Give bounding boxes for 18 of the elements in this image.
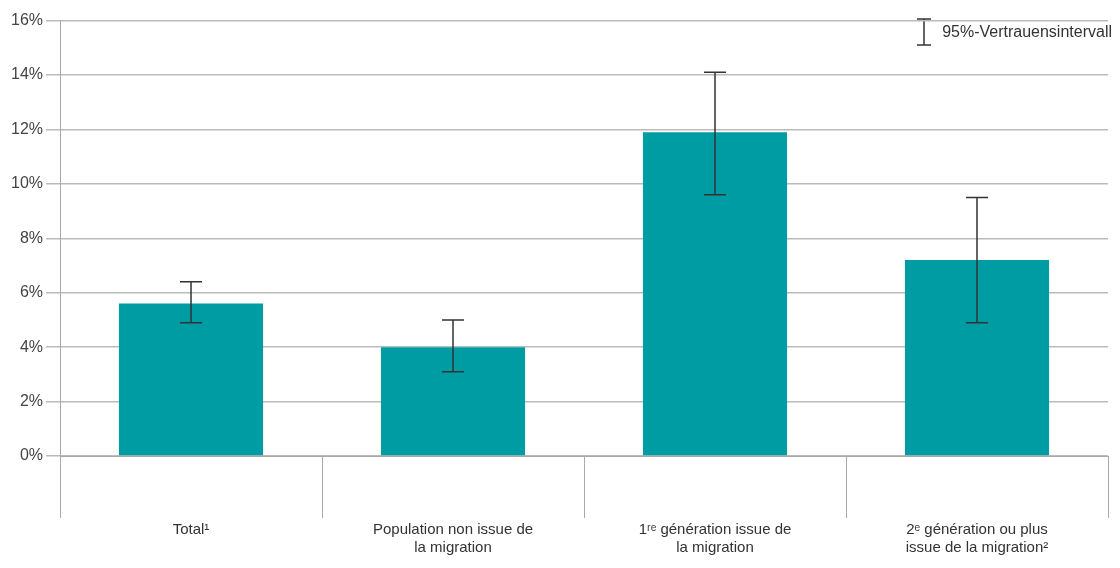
y-tick-label: 12% (10, 119, 44, 137)
y-tick-label: 14% (10, 65, 44, 83)
x-tick-label: Population non issue de la migration (372, 520, 534, 556)
y-tick-label: 6% (19, 283, 44, 301)
y-tick-label: 8% (19, 228, 44, 246)
annotation: 95%-Vertrauensintervall (942, 23, 1112, 41)
bar (642, 132, 788, 456)
bar (904, 260, 1050, 456)
y-tick-label: 4% (19, 337, 44, 355)
y-tick-label: 2% (19, 391, 44, 409)
x-tick-label: 1ʳᵉ génération issue de la migration (638, 520, 792, 556)
x-tick-label: Total¹ (172, 520, 210, 538)
y-tick-label: 10% (10, 174, 44, 192)
bar (380, 347, 526, 456)
bar (118, 303, 264, 456)
y-tick-label: 16% (10, 11, 44, 29)
y-tick-label: 0% (19, 446, 44, 464)
x-tick-label: 2ᵉ génération ou plus issue de la migration² (905, 520, 1049, 556)
